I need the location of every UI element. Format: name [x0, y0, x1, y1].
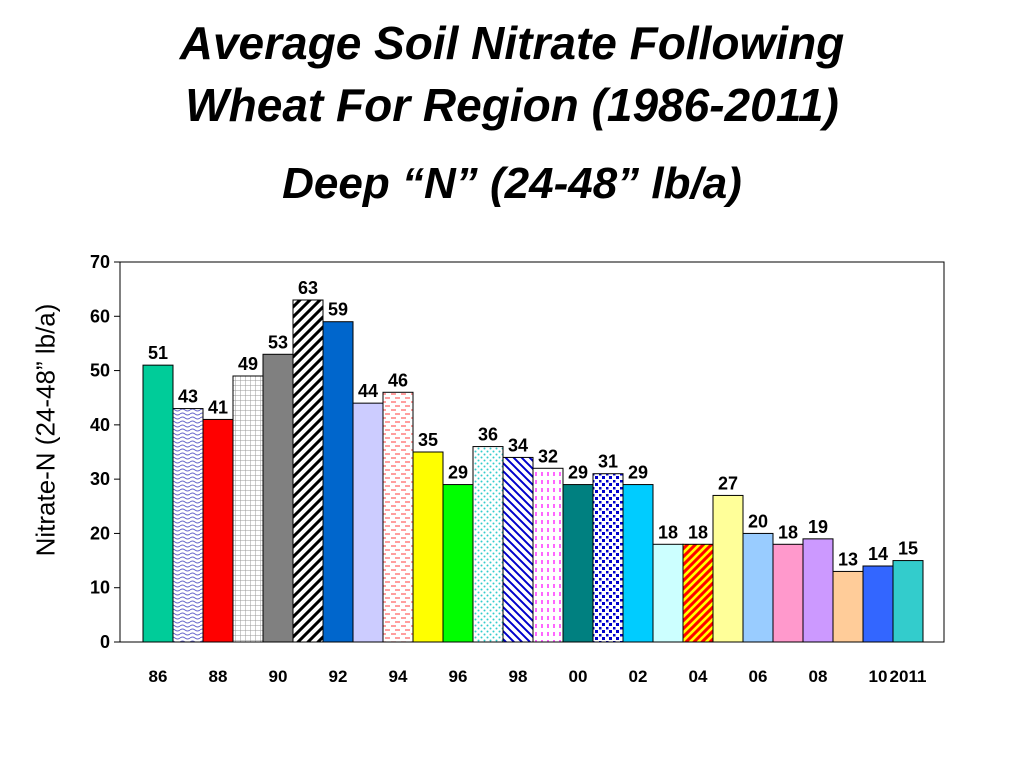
- value-label-00: 29: [568, 463, 588, 483]
- value-label-07: 18: [778, 522, 798, 542]
- x-tick-label: 2011: [890, 667, 927, 686]
- x-tick-label: 04: [689, 667, 708, 686]
- value-label-86: 51: [148, 343, 168, 363]
- x-tick-label: 90: [269, 667, 288, 686]
- y-tick-label: 20: [90, 523, 110, 543]
- bar-87: [172, 408, 204, 643]
- value-label-99: 32: [538, 446, 558, 466]
- value-label-90: 53: [268, 332, 288, 352]
- x-tick-label: 06: [749, 667, 768, 686]
- value-label-95: 35: [418, 430, 438, 450]
- bar-02: [622, 484, 654, 643]
- bar-00: [562, 484, 594, 643]
- chart-title: Average Soil Nitrate Following Wheat For…: [0, 12, 1024, 136]
- bar-97: [472, 446, 504, 643]
- value-label-03: 18: [658, 522, 678, 542]
- value-label-97: 36: [478, 425, 498, 445]
- x-tick-label: 94: [389, 667, 408, 686]
- bar-08: [802, 538, 834, 643]
- bar-94: [382, 391, 414, 643]
- bar-91: [292, 299, 324, 643]
- chart-subtitle: Deep “N” (24-48” lb/a): [282, 159, 742, 208]
- value-label-91: 63: [298, 278, 318, 298]
- value-label-98: 34: [508, 435, 528, 455]
- value-label-94: 46: [388, 370, 408, 390]
- bar-07: [772, 543, 804, 643]
- bar-05: [712, 494, 744, 643]
- chart-title-line1: Average Soil Nitrate Following: [179, 17, 845, 69]
- value-label-92: 59: [328, 300, 348, 320]
- bar-92: [322, 321, 354, 643]
- y-tick-label: 60: [90, 306, 110, 326]
- value-label-06: 20: [748, 511, 768, 531]
- value-label-05: 27: [718, 473, 738, 493]
- value-label-01: 31: [598, 452, 618, 472]
- y-tick-label: 50: [90, 361, 110, 381]
- bar-2011: [892, 560, 924, 643]
- bar-95: [412, 451, 444, 643]
- bar-03: [652, 543, 684, 643]
- x-tick-label: 96: [449, 667, 468, 686]
- bar-04: [682, 543, 714, 643]
- bar-06: [742, 532, 774, 643]
- value-label-08: 19: [808, 517, 828, 537]
- x-tick-label: 88: [209, 667, 228, 686]
- y-tick-label: 10: [90, 578, 110, 598]
- value-label-02: 29: [628, 463, 648, 483]
- bar-90: [262, 353, 294, 643]
- value-label-04: 18: [688, 522, 708, 542]
- x-tick-label: 08: [809, 667, 828, 686]
- bar-89: [232, 375, 264, 643]
- value-label-89: 49: [238, 354, 258, 374]
- x-tick-label: 02: [629, 667, 648, 686]
- value-label-93: 44: [358, 381, 378, 401]
- bar-93: [352, 402, 384, 643]
- value-label-88: 41: [208, 397, 228, 417]
- bar-88: [202, 418, 234, 643]
- x-tick-label: 86: [149, 667, 168, 686]
- value-label-96: 29: [448, 463, 468, 483]
- value-label-10: 14: [868, 544, 888, 564]
- x-tick-label: 98: [509, 667, 528, 686]
- bar-01: [592, 473, 624, 643]
- y-tick-label: 30: [90, 469, 110, 489]
- bar-10: [862, 565, 894, 643]
- value-label-09: 13: [838, 549, 858, 569]
- bar-86: [142, 364, 174, 643]
- bar-99: [532, 467, 564, 643]
- y-tick-label: 70: [90, 252, 110, 272]
- bar-98: [502, 456, 534, 643]
- y-tick-label: 0: [100, 632, 110, 652]
- value-label-87: 43: [178, 387, 198, 407]
- bar-96: [442, 484, 474, 643]
- chart-title-line2: Wheat For Region (1986-2011): [185, 79, 839, 131]
- x-tick-label: 92: [329, 667, 348, 686]
- value-label-2011: 15: [898, 539, 918, 559]
- y-tick-label: 40: [90, 415, 110, 435]
- bar-09: [832, 570, 864, 643]
- x-tick-label: 00: [569, 667, 588, 686]
- x-tick-label: 10: [869, 667, 888, 686]
